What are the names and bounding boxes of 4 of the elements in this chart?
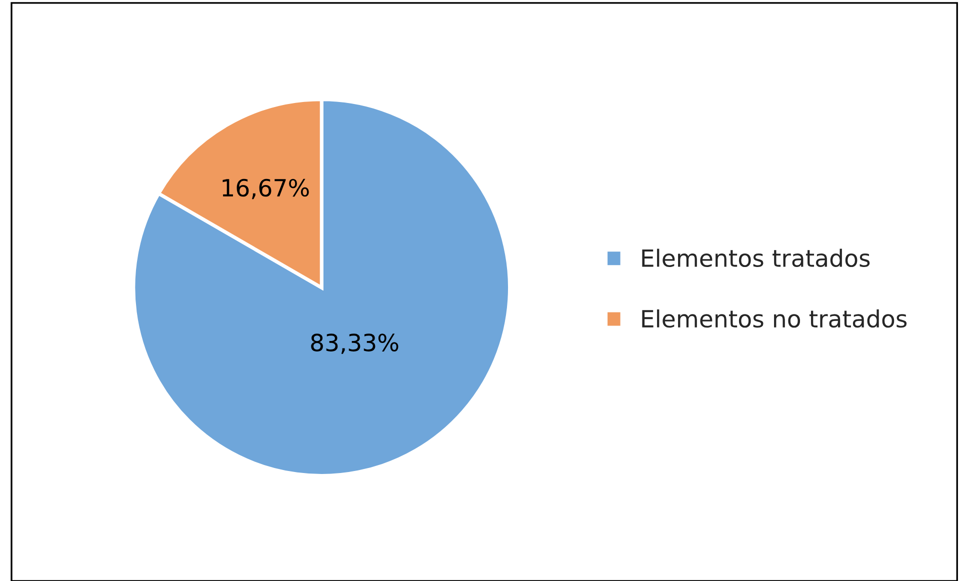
legend-label: Elementos no tratados: [642, 309, 907, 328]
data-label: 16,67%: [222, 178, 309, 200]
data-label: 83,33%: [311, 334, 398, 354]
legend-label: Elementos tratados: [642, 248, 870, 268]
